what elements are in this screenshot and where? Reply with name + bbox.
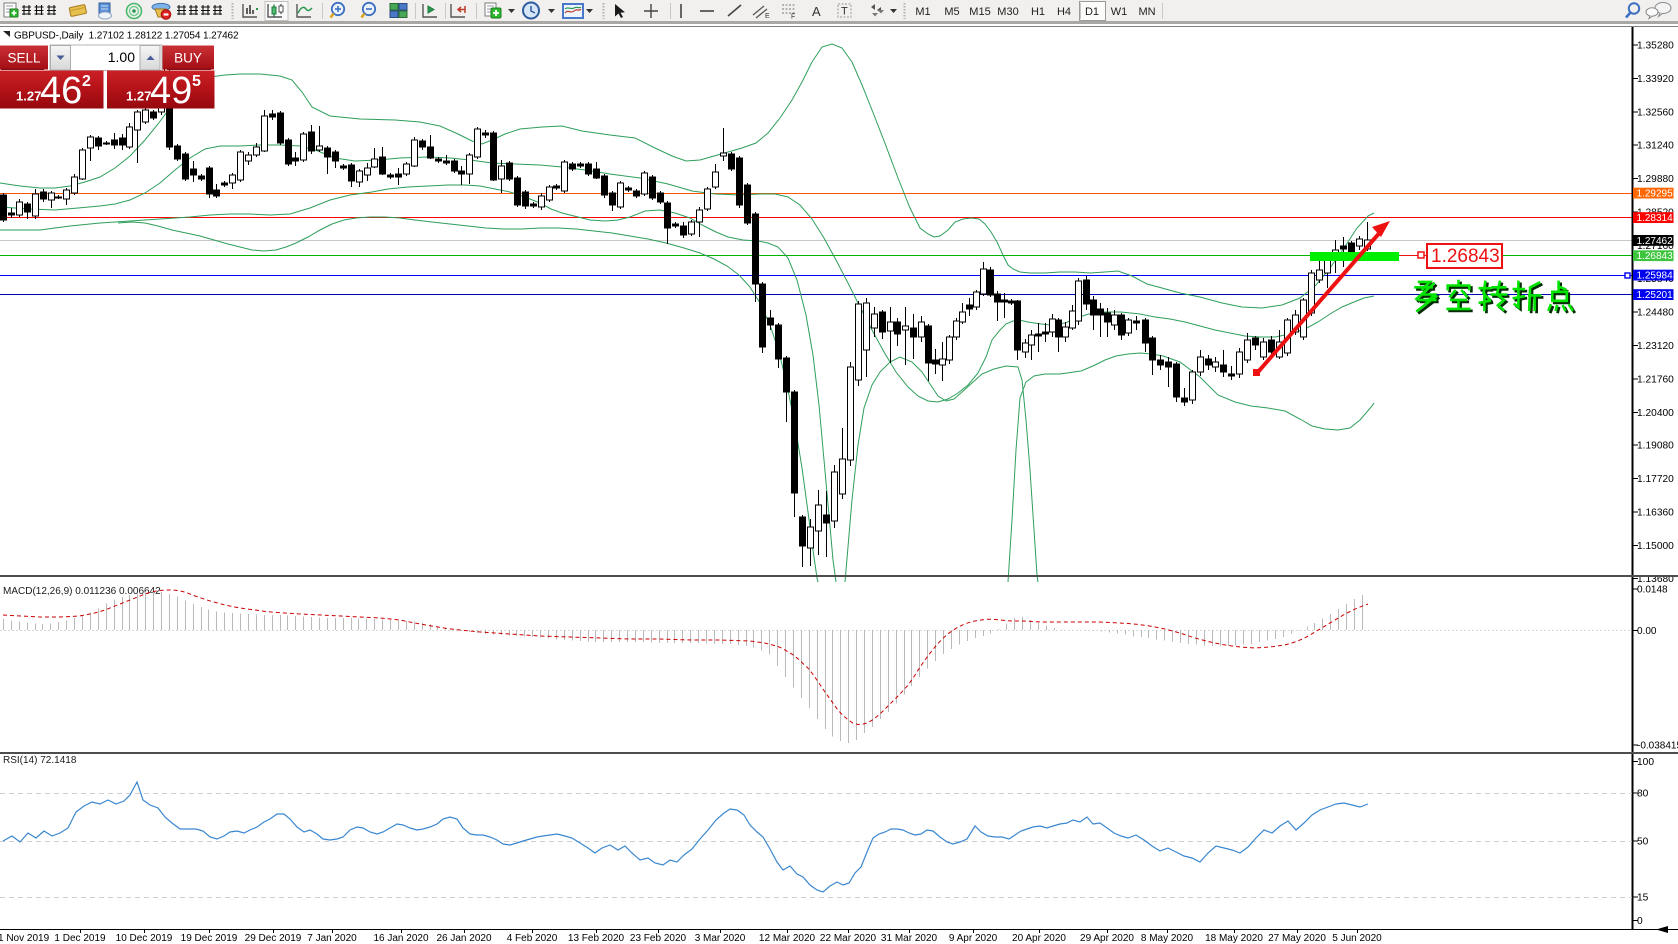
svg-text:26 Jan 2020: 26 Jan 2020 <box>436 933 491 944</box>
svg-text:E: E <box>765 13 770 20</box>
svg-text:MN: MN <box>1138 6 1155 18</box>
svg-text:1.27160: 1.27160 <box>1637 241 1674 252</box>
svg-text:5: 5 <box>192 73 201 90</box>
svg-text:0.0148: 0.0148 <box>1637 585 1668 596</box>
svg-text:0.00: 0.00 <box>1637 626 1657 637</box>
svg-text:1.27: 1.27 <box>126 89 151 104</box>
svg-text:T: T <box>841 6 848 18</box>
svg-text:29 Dec 2019: 29 Dec 2019 <box>245 933 302 944</box>
svg-text:7 Jan 2020: 7 Jan 2020 <box>307 933 357 944</box>
svg-text:BUY: BUY <box>174 51 202 66</box>
svg-text:1.26843: 1.26843 <box>1637 251 1674 262</box>
svg-text:1 Nov 2019: 1 Nov 2019 <box>0 933 50 944</box>
svg-text:8 May 2020: 8 May 2020 <box>1141 933 1194 944</box>
svg-text:1.25201: 1.25201 <box>1637 290 1674 301</box>
svg-text:M5: M5 <box>944 6 959 18</box>
svg-text:SELL: SELL <box>7 51 41 66</box>
svg-text:46: 46 <box>40 70 82 112</box>
svg-text:F: F <box>791 14 795 21</box>
svg-text:1.25984: 1.25984 <box>1637 271 1674 282</box>
svg-text:19 Dec 2019: 19 Dec 2019 <box>181 933 238 944</box>
svg-text:M30: M30 <box>997 6 1018 18</box>
svg-text:3 Mar 2020: 3 Mar 2020 <box>695 933 746 944</box>
svg-text:GBPUSD-,Daily 1.27102 1.28122: GBPUSD-,Daily 1.27102 1.28122 1.27054 1.… <box>14 31 239 42</box>
svg-text:-0.038415: -0.038415 <box>1637 741 1678 752</box>
svg-text:A: A <box>812 4 821 19</box>
svg-text:H1: H1 <box>1031 6 1045 18</box>
svg-text:23 Feb 2020: 23 Feb 2020 <box>630 933 687 944</box>
svg-text:1.19080: 1.19080 <box>1637 441 1674 452</box>
svg-text:16 Jan 2020: 16 Jan 2020 <box>373 933 428 944</box>
svg-text:1.33920: 1.33920 <box>1637 74 1674 85</box>
svg-text:1.20400: 1.20400 <box>1637 408 1674 419</box>
svg-text:12 Mar 2020: 12 Mar 2020 <box>759 933 816 944</box>
svg-text:1.27462: 1.27462 <box>1637 236 1674 247</box>
svg-text:1.24480: 1.24480 <box>1637 308 1674 319</box>
svg-text:H4: H4 <box>1057 6 1071 18</box>
svg-text:1.13680: 1.13680 <box>1637 574 1674 585</box>
svg-text:1.15000: 1.15000 <box>1637 541 1674 552</box>
svg-text:50: 50 <box>1637 837 1649 848</box>
svg-text:1.26843: 1.26843 <box>1431 246 1500 267</box>
svg-text:13 Feb 2020: 13 Feb 2020 <box>568 933 625 944</box>
svg-text:9 Apr 2020: 9 Apr 2020 <box>949 933 998 944</box>
svg-text:1.29295: 1.29295 <box>1637 189 1674 200</box>
svg-text:1.00: 1.00 <box>108 49 135 65</box>
svg-text:1 Dec 2019: 1 Dec 2019 <box>54 933 106 944</box>
svg-text:1.32560: 1.32560 <box>1637 108 1674 119</box>
svg-text:D1: D1 <box>1085 6 1099 18</box>
svg-text:1.27: 1.27 <box>16 89 41 104</box>
svg-text:2: 2 <box>82 73 91 90</box>
svg-text:49: 49 <box>150 70 192 112</box>
svg-text:18 May 2020: 18 May 2020 <box>1205 933 1263 944</box>
svg-text:M1: M1 <box>915 6 930 18</box>
svg-text:20 Apr 2020: 20 Apr 2020 <box>1012 933 1066 944</box>
svg-text:31 Mar 2020: 31 Mar 2020 <box>881 933 938 944</box>
svg-text:1.29880: 1.29880 <box>1637 174 1674 185</box>
svg-text:M15: M15 <box>969 6 990 18</box>
svg-text:10 Dec 2019: 10 Dec 2019 <box>116 933 173 944</box>
svg-text:4 Feb 2020: 4 Feb 2020 <box>507 933 558 944</box>
svg-text:27 May 2020: 27 May 2020 <box>1268 933 1326 944</box>
svg-text:1.23120: 1.23120 <box>1637 341 1674 352</box>
svg-text:15: 15 <box>1637 893 1649 904</box>
svg-text:1.35280: 1.35280 <box>1637 41 1674 52</box>
svg-text:W1: W1 <box>1111 6 1128 18</box>
svg-text:MACD(12,26,9) 0.011236 0.00664: MACD(12,26,9) 0.011236 0.006642 <box>3 586 161 597</box>
svg-text:100: 100 <box>1637 757 1654 768</box>
svg-text:1.21760: 1.21760 <box>1637 375 1674 386</box>
svg-text:RSI(14) 72.1418: RSI(14) 72.1418 <box>3 755 77 766</box>
svg-text:1.28314: 1.28314 <box>1637 213 1674 224</box>
svg-text:1.17720: 1.17720 <box>1637 474 1674 485</box>
svg-text:22 Mar 2020: 22 Mar 2020 <box>820 933 877 944</box>
svg-text:1.16360: 1.16360 <box>1637 508 1674 519</box>
svg-text:5 Jun 2020: 5 Jun 2020 <box>1332 933 1382 944</box>
svg-text:0: 0 <box>1637 916 1643 927</box>
svg-text:1.31240: 1.31240 <box>1637 141 1674 152</box>
svg-text:29 Apr 2020: 29 Apr 2020 <box>1080 933 1134 944</box>
svg-text:80: 80 <box>1637 789 1649 800</box>
